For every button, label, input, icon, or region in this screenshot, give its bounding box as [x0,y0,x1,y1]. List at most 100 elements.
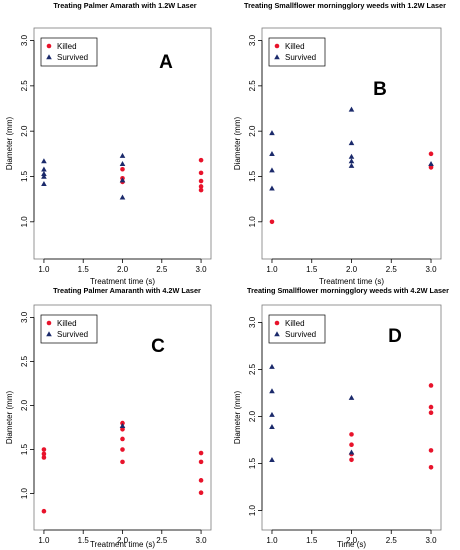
chart-panel-b: Treating Smallflower morningglory weeds … [233,1,446,286]
point-killed [198,184,204,189]
legend-label: Survived [57,53,88,62]
point-killed [41,447,47,452]
point-killed [428,410,434,416]
chart-title: Treating Palmer Amaranth with 4.2W Laser [53,286,201,295]
point-killed [198,490,204,495]
y-tick-label: 3.0 [20,34,29,46]
y-tick-label: 2.0 [248,125,257,137]
point-survived [119,161,126,166]
x-tick-label: 2.0 [346,536,358,545]
y-axis-label: Diameter (mm) [5,391,14,445]
x-tick-label: 2.5 [156,265,168,274]
point-survived [269,167,275,173]
y-axis-label: Diameter (mm) [233,117,242,171]
point-killed [349,442,354,448]
point-killed [428,448,434,453]
legend-marker-killed [274,320,280,326]
x-tick-label: 3.0 [196,265,208,274]
point-survived [269,151,275,157]
y-tick-label: 2.5 [20,80,29,92]
point-survived [269,185,275,191]
y-axis-label: Diameter (mm) [233,391,242,445]
y-tick-label: 1.5 [20,170,29,182]
y-tick-label: 1.5 [248,170,257,182]
point-survived [269,411,275,417]
point-killed [41,451,47,457]
legend-marker-survived [46,331,52,337]
point-killed [198,170,204,176]
x-tick-label: 2.0 [117,536,129,545]
y-tick-label: 3.0 [20,311,29,323]
x-tick-label: 1.0 [266,536,278,545]
chart-panel-c: Treating Palmer Amaranth with 4.2W Laser… [5,286,212,549]
x-tick-label: 2.5 [156,536,168,545]
panel-letter: B [373,79,387,100]
y-tick-label: 3.0 [248,316,257,328]
point-killed [349,432,354,437]
y-tick-label: 1.0 [20,216,29,228]
legend-label: Survived [285,330,316,339]
legend-marker-killed [46,43,52,49]
y-tick-label: 1.0 [20,487,29,499]
x-tick-label: 2.5 [386,536,398,545]
x-tick-label: 3.0 [425,265,437,274]
x-tick-label: 2.5 [386,265,398,274]
x-tick-label: 2.0 [117,265,129,274]
point-survived [269,424,275,430]
y-tick-label: 2.5 [20,355,29,367]
point-killed [198,478,204,483]
x-axis-label: Time (s) [337,540,366,549]
point-killed [198,459,204,465]
legend-label: Killed [285,319,305,328]
legend-marker-survived [274,331,280,337]
chart-title: Treating Smallflower morningglory weeds … [247,286,449,295]
y-tick-label: 2.0 [248,410,257,422]
point-killed [428,465,434,470]
panel-letter: A [159,52,173,73]
y-tick-label: 2.5 [248,80,257,92]
point-killed [428,383,434,388]
x-tick-label: 1.5 [306,265,318,274]
point-killed [428,404,434,410]
panel-letter: C [151,336,165,357]
point-survived [348,162,355,168]
point-survived [41,158,47,164]
legend-marker-survived [274,54,280,60]
x-tick-label: 1.5 [78,536,90,545]
x-axis-label: Treatment time (s) [90,540,155,549]
x-tick-label: 3.0 [196,536,208,545]
x-tick-label: 1.5 [306,536,318,545]
point-survived [269,456,275,462]
x-axis-label: Treatment time (s) [90,277,155,286]
point-killed [198,187,204,193]
point-survived [119,422,126,428]
point-killed [349,457,354,463]
y-tick-label: 3.0 [248,34,257,46]
legend-box [40,314,98,344]
point-survived [348,106,355,112]
point-survived [348,394,355,400]
x-axis-label: Treatment time (s) [319,277,384,286]
legend-box [40,37,98,67]
legend-label: Killed [57,319,77,328]
point-killed [120,426,125,432]
point-killed [428,165,434,170]
legend-marker-killed [46,320,52,326]
point-killed [120,436,125,442]
point-survived [41,180,47,186]
point-survived [428,161,434,166]
y-axis-label: Diameter (mm) [5,117,14,171]
chart-title: Treating Palmer Amarath with 1.2W Laser [53,1,196,10]
x-tick-label: 1.0 [38,536,50,545]
y-tick-label: 2.5 [248,363,257,375]
point-survived [269,363,275,369]
point-killed [198,157,204,163]
chart-panel-d: Treating Smallflower morningglory weeds … [233,286,449,549]
point-killed [120,447,125,452]
x-tick-label: 3.0 [425,536,437,545]
y-tick-label: 2.0 [20,399,29,411]
legend-marker-survived [46,54,52,60]
chart-panel-a: Treating Palmer Amarath with 1.2W Laser 1… [5,1,212,286]
legend-marker-killed [274,43,280,49]
y-tick-label: 1.5 [20,443,29,455]
